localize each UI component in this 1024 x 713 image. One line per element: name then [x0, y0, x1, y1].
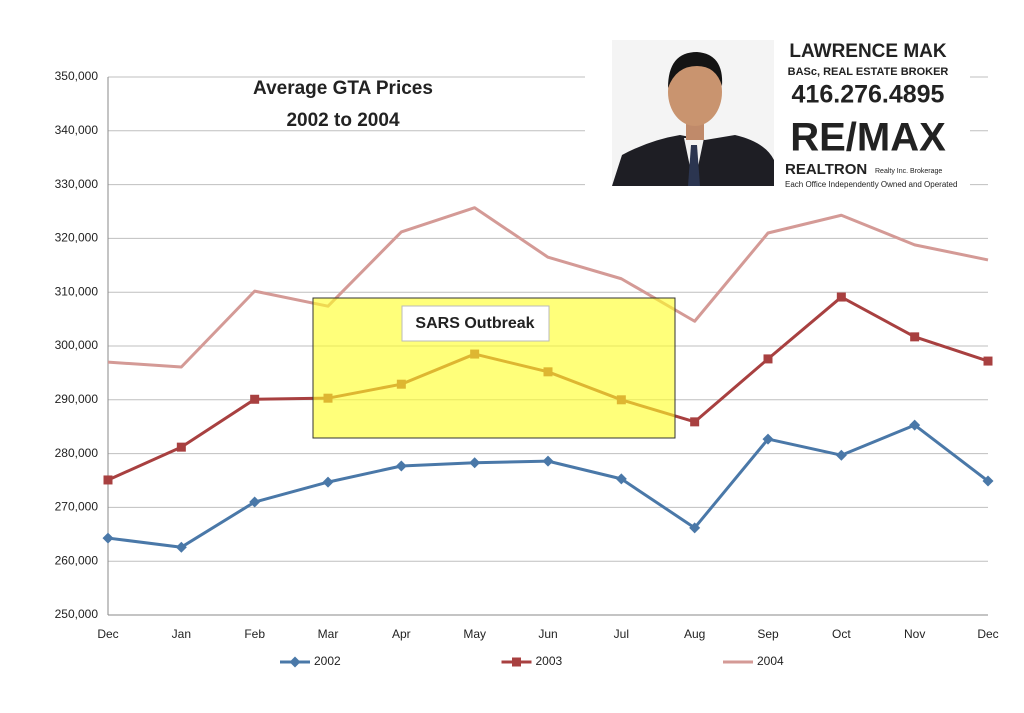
- legend-label: 2003: [536, 654, 563, 668]
- marker: [322, 476, 334, 488]
- marker: [249, 496, 261, 508]
- marker: [469, 457, 481, 469]
- marker: [103, 475, 113, 485]
- marker: [542, 455, 554, 467]
- x-tick-label: Aug: [684, 627, 705, 641]
- legend-marker: [512, 657, 521, 667]
- x-tick-label: Feb: [244, 627, 265, 641]
- marker: [835, 449, 847, 461]
- marker: [836, 292, 846, 302]
- marker: [615, 473, 627, 485]
- x-tick-label: Jan: [172, 627, 191, 641]
- branding-panel: LAWRENCE MAK BASc, REAL ESTATE BROKER 41…: [585, 15, 970, 193]
- marker: [250, 394, 260, 404]
- marker: [689, 522, 701, 534]
- x-tick-label: Apr: [392, 627, 411, 641]
- agent-photo: [612, 40, 774, 186]
- y-tick-label: 340,000: [55, 123, 99, 137]
- chart-subtitle: 2002 to 2004: [286, 110, 399, 131]
- legend-label: 2004: [757, 654, 784, 668]
- y-tick-label: 310,000: [55, 284, 99, 298]
- chart-title: Average GTA Prices: [253, 78, 433, 99]
- x-tick-label: Oct: [832, 627, 851, 641]
- marker: [763, 354, 773, 364]
- annotation-label-bg: [401, 305, 550, 342]
- legend-label: 2002: [314, 654, 341, 668]
- agent-phone: 416.276.4895: [792, 81, 945, 109]
- x-tick-label: Jul: [614, 627, 629, 641]
- series-line: [107, 206, 989, 369]
- marker: [910, 332, 920, 342]
- marker: [762, 433, 774, 445]
- marker: [982, 475, 994, 487]
- y-tick-label: 270,000: [55, 500, 99, 514]
- marker: [983, 356, 993, 366]
- x-tick-label: Dec: [977, 627, 998, 641]
- y-tick-label: 280,000: [55, 446, 99, 460]
- x-tick-label: May: [463, 627, 486, 641]
- marker: [690, 417, 700, 427]
- series-line: [107, 423, 989, 549]
- y-tick-label: 350,000: [55, 69, 99, 83]
- x-tick-label: Jun: [538, 627, 557, 641]
- agent-name: LAWRENCE MAK: [789, 41, 947, 62]
- x-tick-label: Mar: [318, 627, 339, 641]
- y-tick-label: 290,000: [55, 392, 99, 406]
- office-name: REALTRON: [785, 161, 867, 178]
- office-sub: Realty Inc. Brokerage: [875, 168, 942, 175]
- marker: [909, 419, 921, 431]
- y-tick-label: 330,000: [55, 177, 99, 191]
- y-tick-label: 300,000: [55, 338, 99, 352]
- agent-credentials: BASc, REAL ESTATE BROKER: [788, 66, 949, 78]
- disclaimer: Each Office Independently Owned and Oper…: [785, 180, 957, 189]
- marker: [395, 460, 407, 472]
- annotation-label: SARS Outbreak: [415, 315, 534, 332]
- brand-logo: RE/MAX: [790, 116, 946, 160]
- marker: [175, 541, 187, 553]
- y-tick-label: 260,000: [55, 553, 99, 567]
- y-tick-label: 250,000: [55, 607, 99, 621]
- y-tick-label: 320,000: [55, 231, 99, 245]
- x-tick-label: Dec: [97, 627, 118, 641]
- x-tick-label: Nov: [904, 627, 925, 641]
- marker: [102, 532, 114, 544]
- legend-marker: [289, 656, 301, 668]
- x-tick-label: Sep: [757, 627, 779, 641]
- marker: [176, 442, 186, 452]
